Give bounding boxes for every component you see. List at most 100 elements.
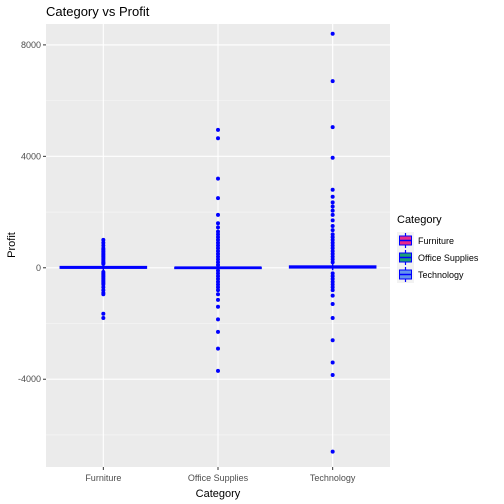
y-axis: -4000 0 4000 8000 [18, 40, 46, 384]
chart-title: Category vs Profit [46, 4, 150, 19]
outlier-point-technology [330, 237, 335, 242]
outlier-point-technology [330, 79, 335, 84]
outlier-point-technology [330, 218, 335, 223]
outlier-point-technology [330, 449, 335, 454]
x-axis-title: Category [196, 488, 241, 500]
outlier-point-office-supplies [216, 292, 220, 297]
outlier-point-technology [330, 288, 335, 293]
outlier-point-technology [330, 200, 335, 205]
legend-label-technology: Technology [418, 270, 464, 280]
outlier-point-office-supplies [216, 346, 220, 351]
outlier-point-office-supplies [216, 288, 220, 293]
outlier-point-technology [330, 254, 335, 259]
outlier-point-technology [330, 271, 335, 276]
y-tick-label: 0 [36, 263, 41, 273]
outlier-point-technology [330, 212, 335, 217]
legend-title: Category [397, 214, 442, 226]
outlier-point-office-supplies [216, 136, 220, 141]
outlier-points [101, 31, 335, 454]
outlier-point-office-supplies [216, 225, 220, 230]
outlier-point-office-supplies [216, 243, 220, 248]
y-tick-label: 8000 [21, 40, 41, 50]
y-axis-title: Profit [6, 232, 18, 258]
outlier-point-technology [330, 276, 335, 281]
outlier-point-technology [330, 246, 335, 251]
outlier-point-technology [330, 285, 335, 290]
outlier-point-technology [330, 360, 335, 365]
legend-items: Furniture Office Supplies Technology [397, 232, 479, 283]
outlier-point-office-supplies [216, 237, 220, 242]
outlier-point-technology [330, 243, 335, 248]
outlier-point-office-supplies [216, 221, 220, 226]
outlier-point-office-supplies [216, 212, 220, 217]
x-tick-label: Furniture [85, 473, 121, 483]
outlier-point-technology [330, 125, 335, 130]
outlier-point-furniture [101, 237, 106, 242]
outlier-point-office-supplies [216, 282, 220, 287]
outlier-point-technology [330, 315, 335, 320]
outlier-point-office-supplies [216, 276, 220, 281]
outlier-point-office-supplies [216, 229, 220, 234]
outlier-point-technology [330, 257, 335, 262]
outlier-point-technology [330, 251, 335, 256]
outlier-point-technology [330, 155, 335, 160]
outlier-point-technology [330, 279, 335, 284]
outlier-point-office-supplies [216, 235, 220, 240]
outlier-point-furniture [101, 311, 106, 316]
outlier-point-technology [330, 249, 335, 254]
outlier-point-office-supplies [216, 304, 220, 309]
outlier-point-technology [330, 204, 335, 209]
x-tick-label: Technology [310, 473, 356, 483]
outlier-point-office-supplies [216, 127, 220, 132]
outlier-point-office-supplies [216, 271, 220, 276]
outlier-point-technology [330, 338, 335, 343]
outlier-point-office-supplies [216, 240, 220, 245]
outlier-point-office-supplies [216, 274, 220, 279]
outlier-point-office-supplies [216, 368, 220, 373]
outlier-point-office-supplies [216, 246, 220, 251]
x-axis: Furniture Office Supplies Technology [85, 467, 356, 483]
outlier-point-furniture [101, 315, 106, 320]
outlier-point-technology [330, 302, 335, 307]
outlier-point-technology [330, 240, 335, 245]
outlier-point-technology [330, 274, 335, 279]
x-tick-label: Office Supplies [188, 473, 249, 483]
outlier-point-office-supplies [216, 232, 220, 237]
outlier-point-office-supplies [216, 249, 220, 254]
boxplots [59, 263, 377, 271]
outlier-point-technology [330, 187, 335, 192]
outlier-point-office-supplies [216, 297, 220, 302]
outlier-point-technology [330, 208, 335, 213]
outlier-point-office-supplies [216, 176, 220, 181]
outlier-point-office-supplies [216, 257, 220, 262]
outlier-point-office-supplies [216, 268, 220, 273]
outlier-point-furniture [101, 240, 106, 245]
outlier-point-technology [330, 293, 335, 298]
outlier-point-technology [330, 194, 335, 199]
outlier-point-furniture [101, 288, 106, 293]
legend-label-office-supplies: Office Supplies [418, 253, 479, 263]
y-tick-label: -4000 [18, 374, 41, 384]
outlier-point-office-supplies [216, 279, 220, 284]
outlier-point-technology [330, 373, 335, 378]
outlier-point-furniture [101, 292, 106, 297]
outlier-point-furniture [101, 261, 106, 266]
outlier-point-office-supplies [216, 254, 220, 259]
outlier-point-office-supplies [216, 260, 220, 265]
outlier-point-technology [330, 235, 335, 240]
outlier-point-office-supplies [216, 263, 220, 268]
outlier-point-office-supplies [216, 317, 220, 322]
legend: Category Furniture Office Supplies Technol… [397, 214, 479, 283]
legend-label-furniture: Furniture [418, 236, 454, 246]
outlier-point-technology [330, 228, 335, 233]
outlier-point-office-supplies [216, 196, 220, 201]
outlier-point-technology [330, 232, 335, 237]
outlier-point-office-supplies [216, 251, 220, 256]
outlier-point-furniture [101, 282, 106, 287]
y-tick-label: 4000 [21, 151, 41, 161]
outlier-point-office-supplies [216, 285, 220, 290]
outlier-point-technology [330, 223, 335, 228]
outlier-point-technology [330, 31, 335, 36]
outlier-point-furniture [101, 285, 106, 290]
